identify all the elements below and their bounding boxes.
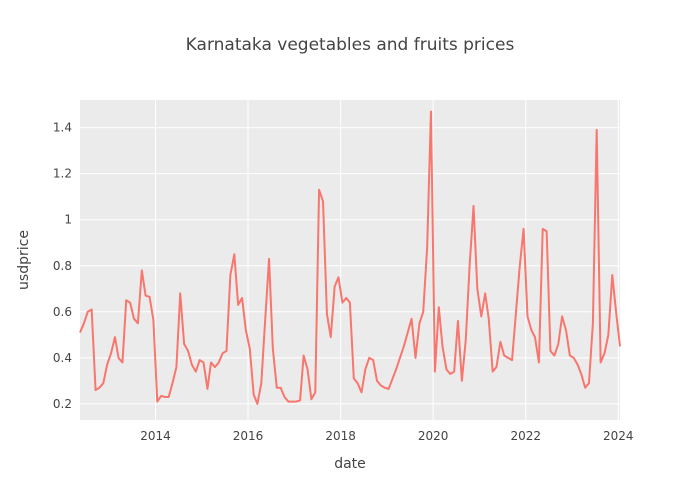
x-tick-label: 2024 bbox=[603, 429, 634, 443]
y-tick-label: 0.8 bbox=[53, 259, 72, 273]
x-tick-label: 2014 bbox=[140, 429, 171, 443]
y-tick-label: 1.4 bbox=[53, 121, 72, 135]
y-tick-label: 0.6 bbox=[53, 305, 72, 319]
chart-title: Karnataka vegetables and fruits prices bbox=[186, 35, 515, 55]
y-axis-title: usdprice bbox=[16, 230, 32, 290]
x-tick-label: 2020 bbox=[418, 429, 449, 443]
x-tick-label: 2018 bbox=[325, 429, 356, 443]
x-tick-labels: 2014 2016 2018 2020 2022 2024 bbox=[140, 429, 633, 443]
x-tick-label: 2022 bbox=[510, 429, 541, 443]
x-tick-label: 2016 bbox=[233, 429, 264, 443]
grid-lines bbox=[80, 100, 620, 420]
plot-area bbox=[80, 100, 620, 420]
y-tick-label: 0.4 bbox=[53, 351, 72, 365]
x-axis-title: date bbox=[334, 456, 366, 472]
y-tick-label: 1 bbox=[64, 213, 72, 227]
y-tick-label: 1.2 bbox=[53, 167, 72, 181]
y-tick-label: 0.2 bbox=[53, 397, 72, 411]
series-layer bbox=[79, 110, 621, 405]
y-tick-labels: 0.2 0.4 0.6 0.8 1 1.2 1.4 bbox=[53, 121, 72, 411]
series-line bbox=[79, 110, 621, 405]
